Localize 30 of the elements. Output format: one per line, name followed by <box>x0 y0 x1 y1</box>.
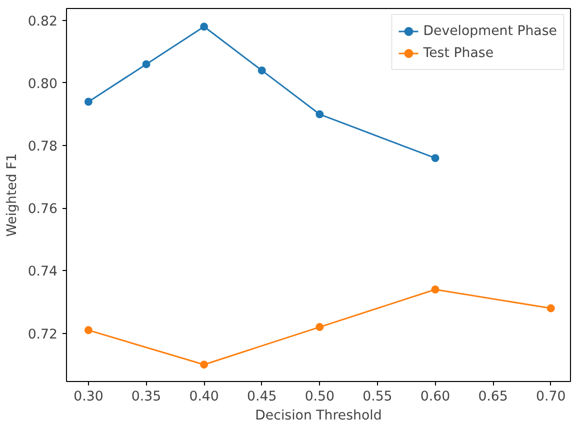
x-tick-label: 0.55 <box>362 390 392 404</box>
point <box>431 154 440 162</box>
point <box>316 110 324 118</box>
x-tick-label: 0.45 <box>247 390 277 404</box>
y-tick-label: 0.76 <box>28 202 58 218</box>
point <box>546 304 555 312</box>
y-tick-label: 0.82 <box>28 14 58 30</box>
y-tick-label: 0.80 <box>28 76 58 92</box>
point <box>200 360 208 369</box>
x-axis-title: Decision Threshold <box>255 408 382 424</box>
x-tick-label: 0.30 <box>74 390 104 404</box>
point <box>84 326 92 334</box>
point <box>84 98 92 106</box>
point <box>258 66 266 74</box>
y-axis-title: Weighted F1 <box>4 153 20 237</box>
y-tick-label: 0.72 <box>28 327 58 342</box>
legend-label: Development Phase <box>423 24 557 38</box>
y-tick-label: 0.78 <box>28 140 58 155</box>
point <box>431 286 440 294</box>
x-tick-label: 0.35 <box>131 390 162 404</box>
point <box>316 323 324 332</box>
y-tick-label: 0.74 <box>28 264 58 280</box>
point <box>200 22 208 31</box>
legend-label: Test Phase <box>423 46 494 60</box>
x-tick-label: 0.50 <box>304 390 335 404</box>
point <box>142 60 150 68</box>
x-tick-label: 0.60 <box>420 390 450 404</box>
x-tick-label: 0.40 <box>189 390 219 404</box>
x-tick-label: 0.70 <box>536 390 566 404</box>
x-tick-label: 0.65 <box>478 390 508 404</box>
